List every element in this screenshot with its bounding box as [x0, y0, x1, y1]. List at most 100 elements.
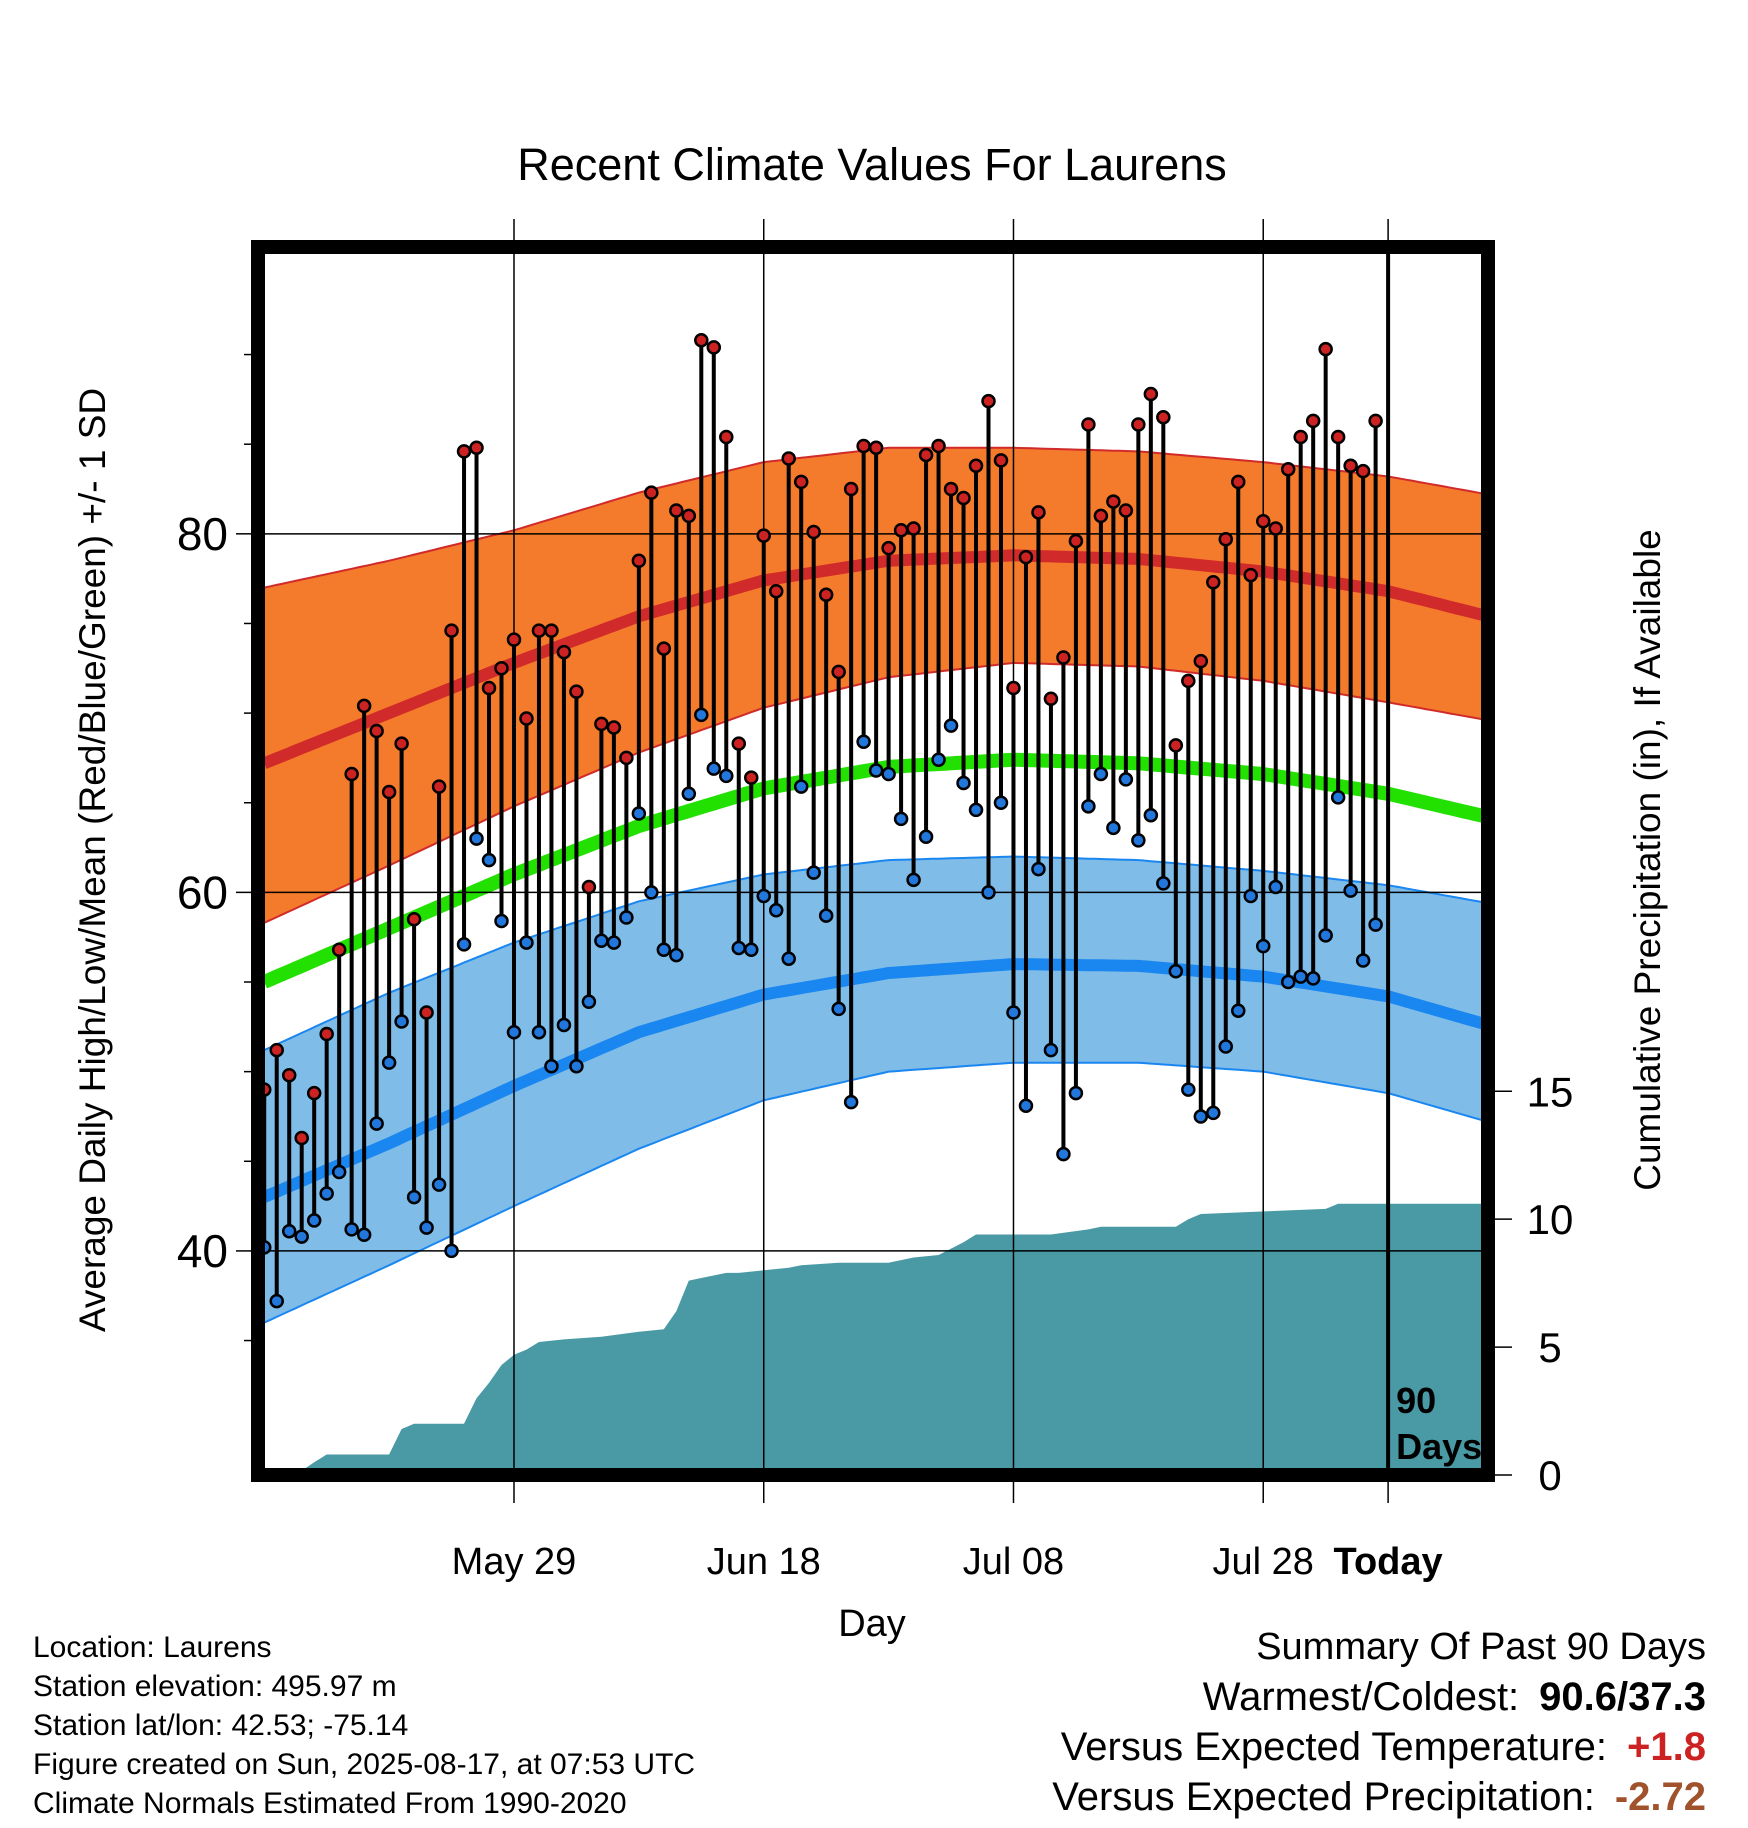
- daily-high-point: [394, 736, 409, 751]
- daily-high-point: [1143, 386, 1159, 402]
- chart-title: Recent Climate Values For Laurens: [517, 139, 1227, 190]
- daily-high-point: [931, 438, 946, 454]
- daily-high-point: [269, 1042, 284, 1058]
- x-tick-label: Jul 28: [1213, 1541, 1314, 1583]
- daily-low-point: [469, 831, 484, 846]
- daily-high-point: [606, 720, 622, 735]
- daily-low-point: [1293, 969, 1308, 984]
- daily-high-point: [619, 750, 634, 766]
- daily-low-point: [981, 885, 996, 900]
- y2-axis-label: Cumulative Precipitation (in), If Availa…: [1627, 529, 1668, 1191]
- daily-high-point: [1231, 474, 1246, 490]
- daily-high-point: [294, 1130, 309, 1146]
- y2-tick-label: 0: [1538, 1452, 1561, 1499]
- daily-high-point: [406, 912, 422, 927]
- daily-low-point: [1305, 971, 1321, 986]
- daily-low-point: [669, 947, 684, 963]
- daily-high-point: [1018, 549, 1034, 565]
- daily-low-point: [1243, 888, 1258, 904]
- summary-title: Summary Of Past 90 Days: [1256, 1626, 1706, 1668]
- daily-low-point: [1143, 808, 1159, 823]
- daily-low-point: [1343, 883, 1358, 898]
- daily-high-point: [918, 447, 934, 463]
- summary-precip-label: Versus Expected Precipitation:: [1052, 1775, 1595, 1819]
- info-normals: Climate Normals Estimated From 1990-2020: [33, 1787, 627, 1820]
- daily-high-point: [1093, 508, 1109, 524]
- daily-low-point: [619, 910, 634, 925]
- daily-low-point: [694, 707, 709, 723]
- daily-low-point: [943, 718, 959, 733]
- daily-high-point: [993, 453, 1009, 468]
- daily-high-point: [1305, 413, 1321, 429]
- summary-temp-label: Versus Expected Temperature:: [1060, 1725, 1608, 1769]
- daily-high-point: [806, 524, 821, 540]
- daily-low-point: [456, 937, 472, 952]
- daily-low-point: [806, 865, 821, 880]
- x-tick-label: May 29: [452, 1541, 577, 1583]
- daily-low-point: [1118, 772, 1134, 787]
- x-tick-label: Jun 18: [707, 1541, 821, 1583]
- daily-low-point: [631, 806, 647, 821]
- daily-low-point: [868, 763, 884, 778]
- daily-low-point: [1268, 879, 1283, 895]
- daily-low-point: [781, 951, 796, 966]
- daily-low-point: [494, 913, 509, 929]
- y-tick-label: 60: [177, 866, 228, 918]
- low-sd-lower-edge: [263, 1061, 1488, 1324]
- low-sd-upper-edge: [263, 855, 1488, 1052]
- daily-high-point: [306, 1085, 322, 1101]
- daily-high-point: [1255, 514, 1271, 529]
- daily-low-point: [931, 752, 946, 767]
- daily-high-point: [1318, 341, 1333, 357]
- daily-high-point: [1168, 738, 1184, 753]
- daily-high-point: [1330, 429, 1346, 445]
- daily-low-point: [1068, 1085, 1084, 1101]
- info-elevation: Station elevation: 495.97 m: [33, 1670, 397, 1703]
- y2-tick-label: 15: [1527, 1068, 1574, 1115]
- daily-high-point: [1031, 505, 1046, 520]
- daily-high-point: [893, 522, 909, 538]
- summary-precip: Versus Expected Precipitation: -2.72: [1052, 1772, 1706, 1822]
- daily-high-point: [644, 485, 659, 500]
- daily-high-point: [843, 481, 859, 497]
- daily-high-point: [1006, 680, 1021, 696]
- daily-high-point: [906, 521, 921, 536]
- daily-high-point: [419, 1005, 434, 1020]
- daily-low-point: [1318, 928, 1333, 943]
- daily-low-point: [843, 1094, 859, 1110]
- daily-high-point: [856, 438, 871, 454]
- x-tick-label: Today: [1334, 1541, 1443, 1583]
- daily-high-point: [569, 684, 584, 699]
- daily-high-point: [793, 474, 809, 490]
- daily-high-point: [481, 680, 497, 696]
- daily-high-point: [943, 481, 959, 497]
- daily-low-point: [968, 802, 984, 818]
- daily-low-point: [1156, 876, 1171, 891]
- daily-high-point: [556, 644, 572, 660]
- daily-low-point: [1368, 917, 1383, 932]
- daily-high-point: [868, 440, 884, 456]
- daily-high-point: [1343, 458, 1358, 473]
- daily-low-point: [1093, 766, 1109, 782]
- daily-low-point: [406, 1189, 422, 1205]
- daily-low-point: [768, 903, 784, 918]
- daily-low-point: [544, 1059, 559, 1074]
- info-created: Figure created on Sun, 2025-08-17, at 07…: [33, 1748, 696, 1781]
- precip-area: [264, 1203, 1488, 1475]
- daily-high-point: [331, 942, 347, 957]
- daily-low-point: [319, 1186, 334, 1201]
- daily-high-point: [1268, 521, 1283, 536]
- daily-low-point: [1006, 1005, 1021, 1020]
- daily-high-point: [444, 623, 459, 638]
- daily-low-point: [519, 935, 534, 950]
- daily-low-point: [906, 872, 921, 888]
- plot-area: 90 Days 40 60 80 0 5 10 15 May 29 Jun 18 Jul 08 Jul …: [177, 219, 1574, 1583]
- station-info: Location: Laurens Station elevation: 495…: [33, 1628, 695, 1823]
- daily-high-point: [1118, 503, 1134, 518]
- daily-high-point: [631, 553, 647, 568]
- daily-high-point: [506, 632, 522, 647]
- daily-low-point: [1018, 1098, 1034, 1113]
- summary-temp: Versus Expected Temperature: +1.8: [1052, 1722, 1706, 1772]
- daily-low-point: [281, 1223, 297, 1239]
- daily-low-point: [831, 1001, 846, 1017]
